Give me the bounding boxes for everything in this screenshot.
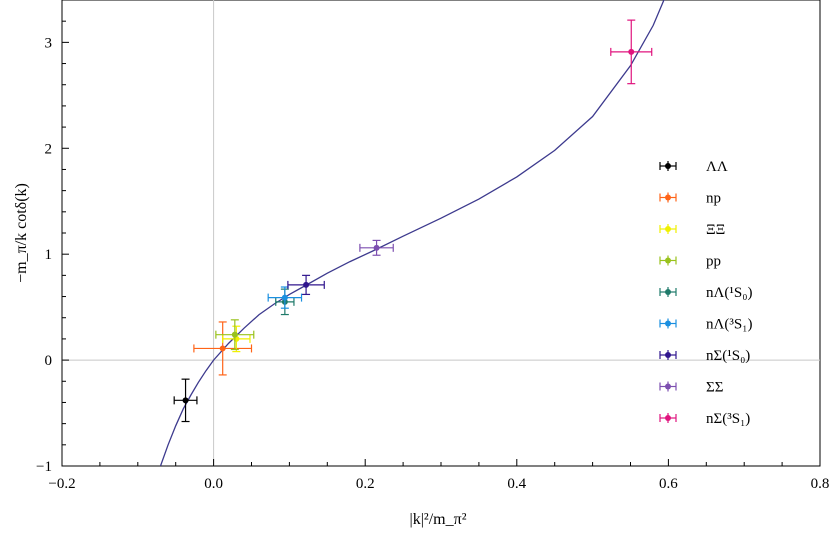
legend: ΛΛ np ΞΞ pp nΛ(¹S₀) nΛ(³S₁) nΣ(¹S₀) ΣΣ nΣ(³S₁)	[659, 159, 752, 427]
x-tick-label: 0.4	[507, 476, 526, 492]
x-tick-label: 0.8	[811, 476, 830, 492]
legend-label: nΛ(¹S₀)	[706, 285, 752, 301]
data-marker	[219, 345, 226, 352]
legend-marker	[665, 257, 671, 264]
legend-item-2: ΞΞ	[659, 222, 725, 238]
data-point-1	[193, 321, 253, 376]
data-point-2	[222, 325, 251, 353]
legend-item-8: nΣ(³S₁)	[659, 411, 750, 427]
y-axis-ticks: −1 0 1 2 3	[36, 0, 69, 475]
legend-marker	[665, 163, 671, 169]
data-marker	[303, 281, 310, 288]
y-tick-label: 3	[45, 35, 53, 51]
fit-curve	[159, 0, 665, 466]
fit-curve-layer	[159, 0, 665, 466]
legend-marker	[665, 415, 671, 421]
legend-label: nΣ(³S₁)	[706, 411, 750, 427]
legend-label: ΣΣ	[706, 380, 723, 396]
legend-marker	[665, 352, 671, 358]
y-axis-label: −m_π/k cotδ(k)	[13, 183, 30, 283]
legend-item-5: nΛ(³S₁)	[659, 317, 752, 333]
data-marker	[281, 294, 288, 301]
legend-marker	[665, 320, 671, 327]
legend-item-4: nΛ(¹S₀)	[659, 285, 752, 301]
y-tick-label: 1	[45, 247, 53, 263]
reference-lines	[62, 0, 820, 466]
data-marker	[182, 397, 189, 404]
data-point-6	[287, 274, 325, 296]
legend-marker	[665, 194, 671, 201]
x-tick-label: 0.2	[356, 476, 375, 492]
legend-item-1: np	[659, 191, 721, 207]
data-marker	[231, 331, 238, 338]
legend-marker	[665, 289, 671, 295]
x-tick-label: −0.2	[48, 476, 75, 492]
x-axis-label: |k|²/m_π²	[410, 511, 467, 528]
data-marker	[373, 244, 380, 251]
legend-label: pp	[706, 254, 721, 270]
legend-label: nΛ(³S₁)	[706, 317, 752, 333]
x-tick-label: 0.0	[204, 476, 223, 492]
y-tick-label: 0	[45, 353, 53, 369]
data-point-7	[359, 239, 394, 256]
legend-item-3: pp	[659, 254, 721, 270]
data-point-5	[267, 286, 303, 309]
legend-item-7: ΣΣ	[659, 380, 723, 396]
x-tick-label: 0.6	[659, 476, 678, 492]
legend-label: ΞΞ	[706, 222, 725, 238]
legend-item-0: ΛΛ	[659, 159, 728, 175]
data-point-0	[173, 378, 198, 423]
data-point-8	[610, 19, 653, 85]
legend-item-6: nΣ(¹S₀)	[659, 348, 750, 364]
y-tick-label: 2	[45, 141, 53, 157]
data-point-3	[215, 319, 255, 351]
legend-label: ΛΛ	[706, 159, 728, 175]
legend-marker	[665, 383, 671, 390]
legend-marker	[665, 226, 671, 232]
x-axis-ticks: −0.2 0.0 0.2 0.4 0.6 0.8	[48, 459, 829, 492]
legend-label: nΣ(¹S₀)	[706, 348, 750, 364]
data-marker	[628, 48, 635, 55]
data-points-layer	[173, 19, 653, 423]
legend-label: np	[706, 191, 721, 207]
y-tick-label: −1	[36, 459, 52, 475]
